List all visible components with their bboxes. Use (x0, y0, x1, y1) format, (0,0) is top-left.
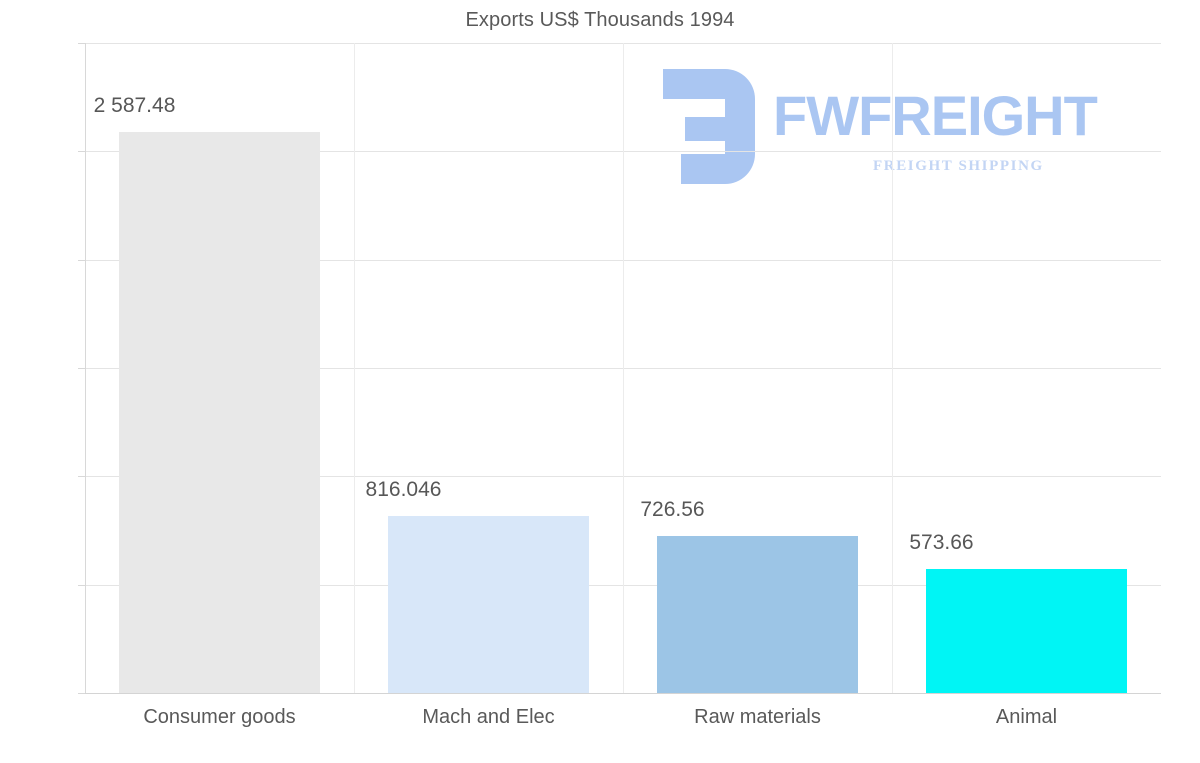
bar-value-label: 573.66 (909, 530, 974, 554)
bar-value-label: 2 587.48 (93, 94, 176, 118)
x-axis-line (85, 693, 1161, 694)
x-axis-category-label: Mach and Elec (422, 706, 555, 728)
category-divider (354, 43, 355, 693)
bar[interactable] (926, 568, 1127, 693)
bar-value-label: 816.046 (365, 478, 442, 502)
y-axis-tick (78, 693, 85, 694)
bar-value-label: 726.56 (640, 497, 705, 521)
y-axis-tick (78, 584, 85, 586)
category-divider (892, 43, 893, 693)
category-divider (623, 43, 624, 693)
y-axis-tick (78, 259, 85, 261)
bar[interactable] (119, 132, 320, 693)
y-axis-tick (78, 151, 85, 153)
bar[interactable] (657, 535, 858, 693)
plot-area (85, 43, 1161, 694)
x-axis-category-label: Consumer goods (143, 706, 296, 728)
chart-title: Exports US$ Thousands 1994 (465, 9, 735, 31)
bar[interactable] (388, 516, 589, 693)
x-axis-category-label: Animal (995, 706, 1058, 728)
y-axis-line (85, 43, 86, 694)
y-axis-tick (78, 368, 85, 369)
x-axis-category-label: Raw materials (694, 706, 821, 728)
y-axis-tick (78, 43, 85, 44)
y-axis-tick (78, 476, 85, 478)
